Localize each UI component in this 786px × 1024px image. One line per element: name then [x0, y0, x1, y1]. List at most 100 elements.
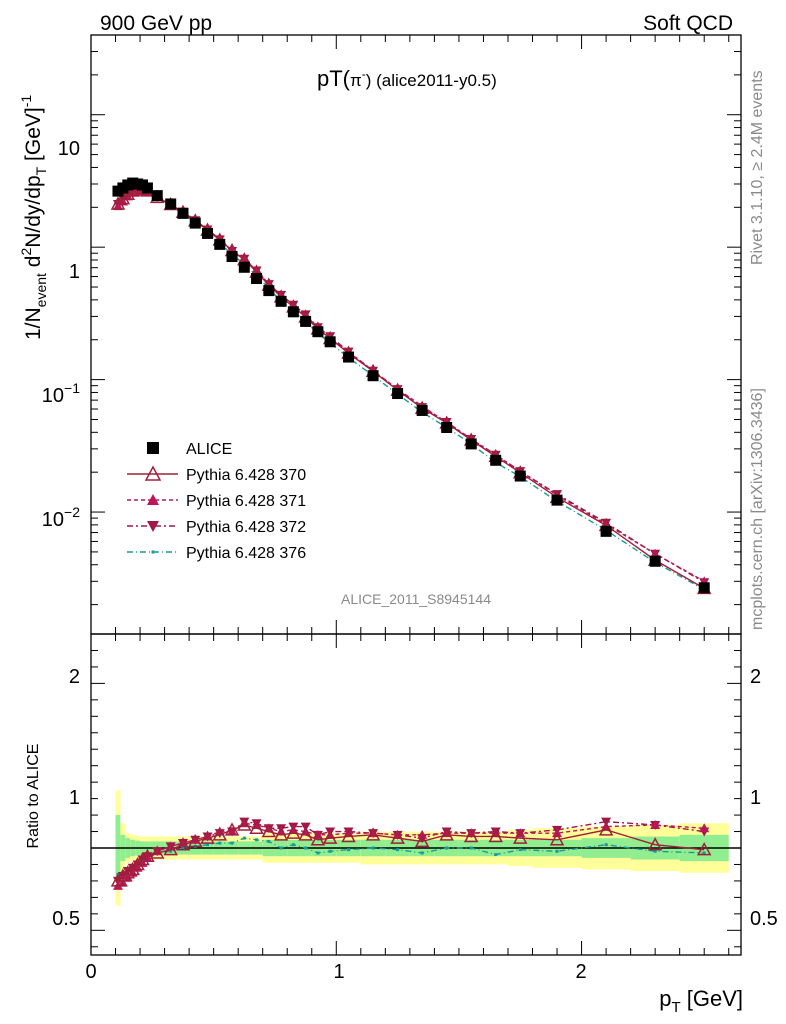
ratio-point-376 — [267, 839, 271, 843]
ratio-point-376 — [291, 843, 295, 847]
main-point-alice — [465, 438, 477, 450]
ratio-point-376 — [316, 851, 320, 855]
ratio-ytick-1: 1 — [69, 787, 80, 809]
main-title: pT(π-) (alice2011-y0.5) — [317, 66, 497, 91]
ratio-point-376 — [230, 841, 234, 845]
ratio-ytick-0p5-right: 0.5 — [750, 908, 778, 930]
ratio-ytick-1-right: 1 — [750, 787, 761, 809]
ratio-point-370 — [200, 830, 215, 844]
ratio-point-376 — [279, 846, 283, 850]
main-point-371 — [239, 254, 250, 264]
ratio-point-370 — [115, 868, 131, 882]
ratio-point-370 — [149, 845, 165, 859]
ratio-point-370 — [341, 828, 356, 843]
ratio-point-370 — [463, 828, 479, 843]
main-point-alice — [214, 238, 226, 250]
ratio-point-370 — [187, 833, 203, 848]
ratio-line-372 — [117, 820, 705, 882]
header-left: 900 GeV pp — [100, 12, 212, 35]
ratio-point-376 — [347, 848, 351, 852]
ytick-label-0p1: 10−1 — [42, 380, 80, 407]
ytick-label-10: 10 — [58, 138, 80, 160]
ratio-point-370 — [286, 825, 301, 839]
main-point-371 — [112, 201, 123, 211]
main-ylabel: 1/Nevent d2N/dy/dpT [GeV]-1 — [18, 95, 49, 340]
ratio-point-370 — [224, 822, 240, 836]
main-point-alice — [367, 370, 379, 382]
ratio-point-370 — [512, 830, 528, 844]
main-point-alice — [238, 261, 250, 273]
ratio-point-376 — [218, 841, 222, 845]
legend-marker-376 — [151, 550, 155, 554]
xtick-label-2: 2 — [575, 961, 586, 983]
main-point-370 — [120, 186, 136, 201]
ratio-ytick-2: 2 — [69, 666, 80, 688]
ratio-point-370 — [135, 851, 150, 866]
legend-label-376: Pythia 6.428 376 — [186, 545, 306, 562]
ratio-ylabel: Ratio to ALICE — [25, 744, 42, 849]
ratio-point-370 — [237, 817, 252, 831]
ratio-point-376 — [328, 849, 332, 853]
main-point-alice — [141, 182, 153, 194]
main-point-alice — [165, 198, 177, 210]
ratio-point-370 — [175, 837, 191, 851]
main-point-alice — [287, 306, 299, 318]
ratio-point-371 — [699, 823, 710, 833]
main-point-alice — [441, 421, 453, 433]
ratio-point-370 — [273, 827, 289, 841]
main-point-alice — [514, 470, 526, 482]
legend-marker-alice — [147, 442, 159, 454]
main-point-371 — [251, 265, 262, 275]
main-point-alice — [226, 251, 238, 263]
legend-marker-370 — [144, 465, 162, 481]
analysis-tag: ALICE_2011_S8945144 — [341, 591, 491, 607]
ytick-label-1: 1 — [69, 261, 80, 283]
ratio-point-376 — [702, 851, 706, 855]
main-point-alice — [490, 454, 502, 466]
ratio-point-376 — [242, 836, 246, 840]
main-point-alice — [343, 351, 355, 363]
ratio-point-370 — [298, 827, 313, 841]
ratio-point-376 — [653, 849, 657, 853]
main-point-alice — [551, 494, 563, 506]
ratio-ytick-0p5: 0.5 — [52, 908, 80, 930]
ratio-point-371 — [650, 819, 661, 829]
legend-label-370: Pythia 6.428 370 — [186, 467, 306, 484]
axes-frames — [90, 34, 742, 956]
xlabel: pT [GeV] — [659, 986, 743, 1016]
main-point-alice — [177, 207, 189, 219]
ytick-label-0p01: 10−2 — [42, 504, 80, 531]
main-point-370 — [125, 183, 140, 197]
ratio-point-370 — [310, 832, 326, 846]
main-point-alice — [189, 217, 201, 229]
ratio-series-layer — [91, 817, 741, 890]
ratio-point-371 — [227, 826, 238, 836]
ratio-point-370 — [249, 820, 264, 834]
ratio-point-370 — [322, 830, 338, 844]
ratio-point-370 — [647, 837, 663, 851]
ratio-point-376 — [518, 848, 522, 852]
ratio-point-376 — [555, 849, 559, 853]
ratio-point-376 — [255, 838, 259, 842]
main-point-alice — [263, 285, 275, 297]
ratio-point-376 — [469, 846, 473, 850]
ratio-point-370 — [140, 848, 155, 862]
main-point-alice — [312, 326, 324, 338]
ratio-point-376 — [304, 846, 308, 850]
main-point-370 — [115, 191, 131, 205]
main-series-layer — [110, 177, 712, 595]
legend-marker-371 — [147, 494, 159, 505]
ratio-point-376 — [494, 853, 498, 857]
main-point-alice — [300, 315, 312, 327]
main-point-alice — [392, 388, 404, 400]
ratio-point-371 — [142, 852, 153, 862]
main-point-alice — [324, 336, 336, 348]
legend-label-372: Pythia 6.428 372 — [186, 519, 306, 536]
ratio-point-376 — [420, 851, 424, 855]
ratio-point-376 — [206, 843, 210, 847]
ratio-point-370 — [212, 827, 228, 841]
ratio-point-376 — [604, 843, 608, 847]
main-point-alice — [251, 273, 263, 285]
ratio-point-370 — [414, 833, 430, 848]
